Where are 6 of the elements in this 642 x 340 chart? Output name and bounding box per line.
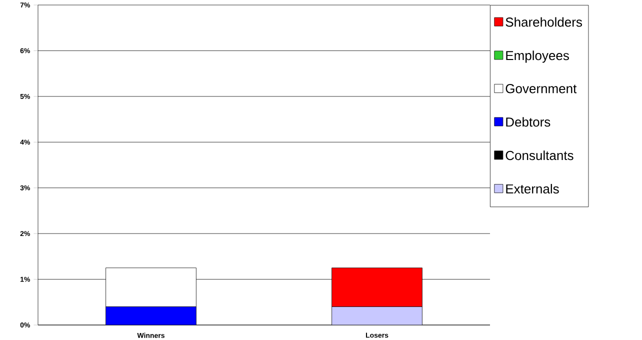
legend-label: Employees: [506, 50, 569, 63]
legend-label: Shareholders: [506, 17, 582, 27]
legend-label: Government: [506, 84, 577, 94]
legend-label: Consultants: [506, 150, 574, 160]
legend-label: Debtors: [506, 117, 550, 127]
legend-label: Externals: [506, 184, 559, 194]
